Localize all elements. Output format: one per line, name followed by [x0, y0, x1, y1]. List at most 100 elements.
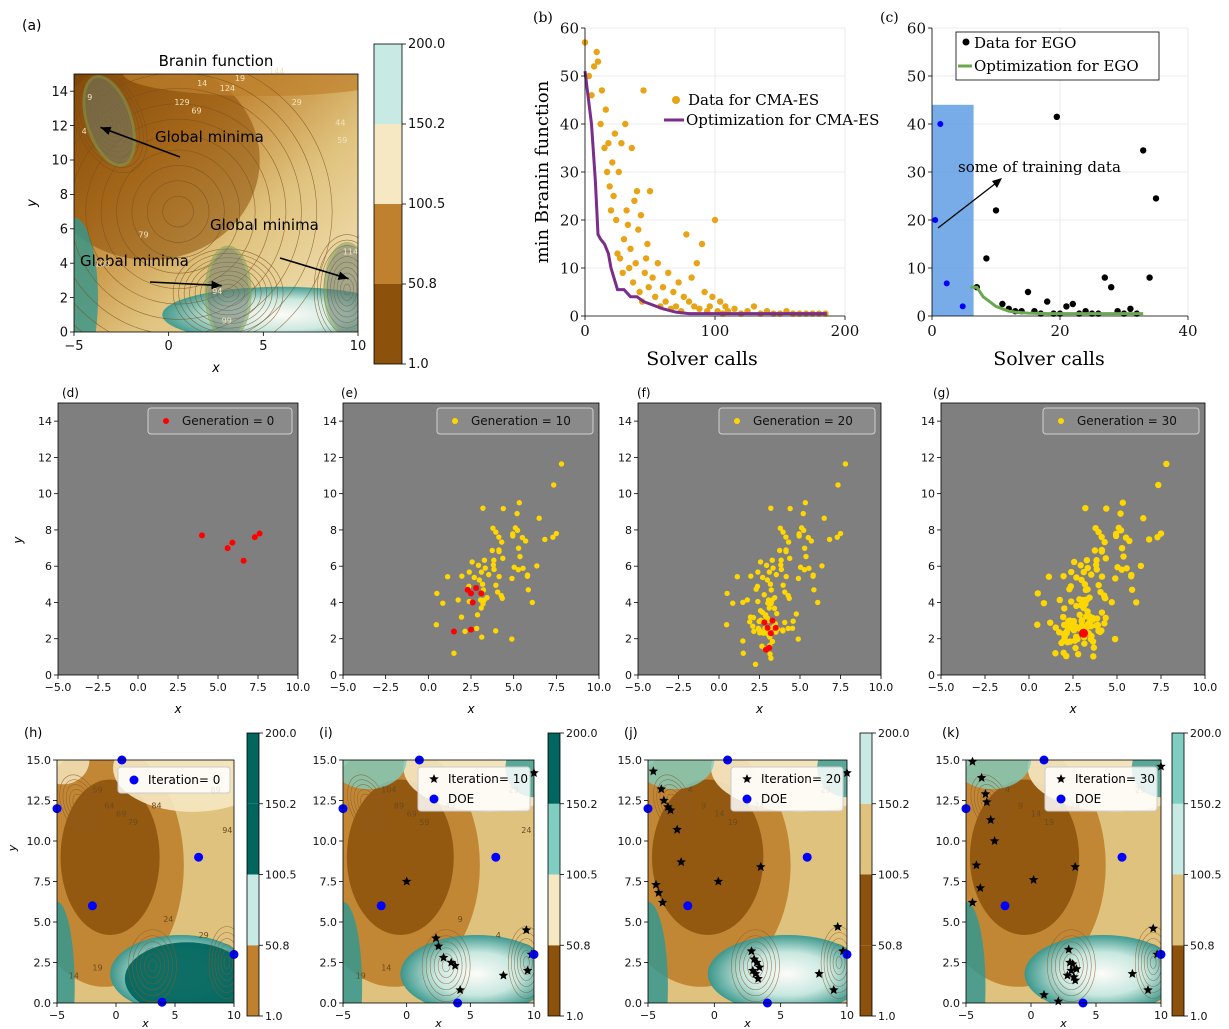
infill-point	[663, 802, 673, 811]
contour-label: 14	[197, 79, 207, 88]
population-point	[491, 566, 497, 573]
panel-j: (j)4914192429−505100.02.55.07.510.012.51…	[618, 726, 910, 1029]
population-point	[1072, 644, 1079, 652]
cma-data-point	[706, 303, 713, 310]
contour-line	[1063, 953, 1080, 979]
population-point	[1133, 599, 1140, 606]
population-point	[803, 553, 809, 560]
y-tick-label: 2	[928, 633, 935, 646]
training-data-region	[932, 104, 974, 316]
population-point	[773, 571, 780, 578]
population-point	[786, 555, 793, 562]
current-generation-point	[767, 630, 774, 637]
y-tick-label: 8	[330, 524, 337, 537]
x-tick-label: 0	[927, 322, 937, 340]
population-point	[498, 592, 504, 599]
y-tick-label: 6	[330, 560, 337, 573]
population-point	[489, 547, 495, 554]
x-axis-label: x	[743, 1017, 751, 1029]
y-tick-label: 5.0	[320, 916, 338, 929]
cma-data-point	[637, 212, 645, 219]
contour-label: 9	[458, 915, 463, 924]
x-tick-label: 2.5	[462, 681, 480, 694]
contour-line	[131, 165, 225, 259]
contour-line	[1137, 932, 1161, 993]
colorbar-band	[1172, 874, 1184, 946]
population-point	[805, 534, 811, 541]
legend-marker	[742, 774, 752, 783]
cma-data-point	[624, 221, 632, 228]
y-axis-label: y	[11, 536, 25, 545]
x-tick-label: −5	[958, 1009, 974, 1022]
doe-point	[1117, 852, 1127, 862]
y-tick-label: 5.0	[943, 916, 961, 929]
contour-label: 59	[337, 136, 347, 145]
x-tick-label: 10	[840, 1009, 854, 1022]
colorbar-band	[247, 945, 259, 1016]
contour-label: 89	[394, 802, 404, 811]
x-tick-label: 5	[467, 1009, 474, 1022]
population-point	[1098, 573, 1106, 580]
cma-data-point	[602, 106, 609, 113]
contour-line	[433, 947, 459, 985]
x-tick-label: 5	[172, 1009, 179, 1022]
ego-data-point	[1063, 303, 1070, 310]
legend-marker	[452, 418, 458, 424]
y-tick-label: 0.0	[625, 997, 643, 1010]
population-point	[1137, 562, 1145, 570]
current-generation-point	[251, 534, 258, 541]
population-point	[761, 592, 767, 598]
colorbar-tick-label: 100.5	[408, 197, 445, 212]
cma-data-point	[652, 293, 659, 300]
contour-line	[128, 929, 177, 1003]
y-tick-label: 2	[330, 633, 337, 646]
population-point	[1088, 571, 1095, 578]
y-tick-label: 10	[618, 488, 632, 501]
infill-point	[1070, 861, 1080, 871]
x-tick-label: 10	[1154, 1009, 1168, 1022]
contour-line	[520, 950, 533, 975]
population-point	[558, 461, 565, 467]
population-point	[782, 589, 788, 595]
training-point	[959, 303, 966, 310]
population-point	[779, 627, 786, 633]
colorbar-band	[860, 733, 872, 804]
ego-optimization-line	[970, 285, 1144, 316]
x-tick-label: 5.0	[1108, 681, 1126, 694]
population-point	[492, 628, 499, 634]
y-tick-label: 0	[60, 326, 68, 341]
infill-point	[672, 824, 682, 834]
cma-data-point	[685, 298, 693, 305]
contour-label: 109	[95, 260, 110, 269]
population-point	[475, 562, 482, 568]
y-tick-label: 20	[907, 211, 926, 229]
population-point	[1073, 574, 1080, 581]
population-point	[480, 505, 486, 511]
infill-point	[1063, 944, 1074, 954]
infill-point	[431, 933, 441, 943]
contour-line	[74, 74, 144, 168]
infill-point	[1071, 964, 1082, 973]
heatmap-teal-edge	[74, 217, 98, 332]
infill-point	[438, 952, 449, 962]
y-tick-label: 8	[60, 188, 68, 203]
cma-data-point	[618, 140, 625, 147]
population-point	[783, 534, 789, 540]
y-tick-label: 0	[916, 307, 926, 325]
infill-point	[1039, 989, 1049, 999]
legend-label: Optimization for EGO	[974, 57, 1139, 75]
training-point	[932, 217, 939, 223]
ego-data-point	[1152, 195, 1160, 202]
annotation-label: Global minima	[210, 216, 319, 234]
population-point	[752, 661, 759, 667]
y-tick-label: 6	[928, 560, 935, 573]
cma-data-point	[623, 207, 630, 214]
plot-background	[58, 403, 298, 675]
contour-line	[65, 784, 93, 824]
cma-data-point	[696, 305, 703, 312]
heatmap-teal-edge	[343, 901, 363, 1003]
y-tick-label: 4	[330, 596, 337, 609]
x-tick-label: 0	[711, 1009, 718, 1022]
population-point	[768, 587, 774, 593]
contour-line	[317, 239, 358, 332]
